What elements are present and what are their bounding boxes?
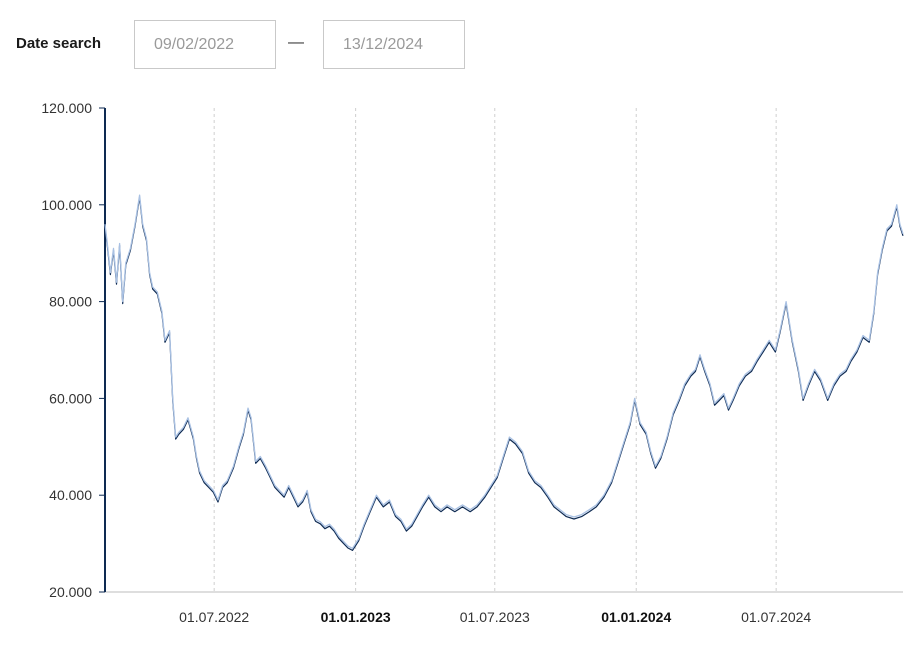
date-from-input[interactable] [134,20,276,69]
date-to-input[interactable] [323,20,465,69]
y-tick-label: 100.000 [41,197,92,213]
date-range-separator: — [288,34,304,51]
y-tick-label: 120.000 [41,100,92,116]
x-tick-label: 01.07.2022 [179,609,249,625]
y-tick-label: 80.000 [49,294,92,310]
y-tick-label: 40.000 [49,487,92,503]
y-tick-label: 20.000 [49,584,92,600]
series-line-dark [104,196,904,551]
x-tick-label: 01.01.2024 [601,609,671,625]
series-line-light [104,194,904,550]
y-tick-label: 60.000 [49,390,92,406]
date-search-bar: Date search — [0,0,917,80]
x-tick-label: 01.01.2023 [321,609,391,625]
x-tick-label: 01.07.2024 [741,609,811,625]
date-search-label: Date search [16,35,102,52]
x-tick-label: 01.07.2023 [460,609,530,625]
